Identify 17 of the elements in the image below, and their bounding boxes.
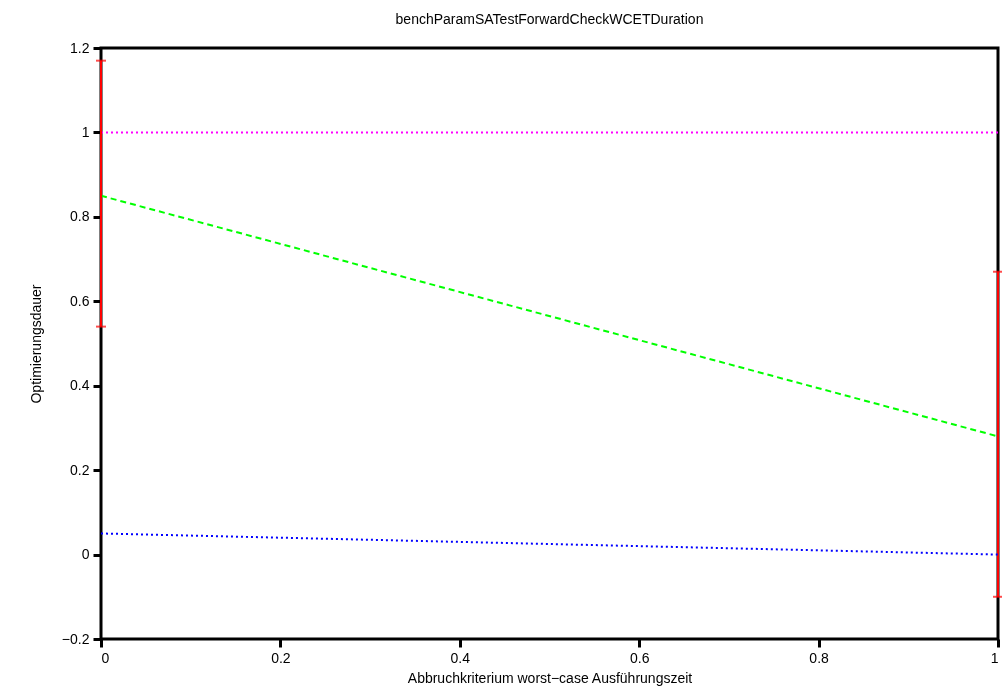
x-tick-label: 0.8 — [809, 649, 830, 666]
y-tick-label: 0.2 — [70, 461, 90, 478]
x-tick-label: 0.2 — [271, 649, 291, 666]
y-tick-label: 0.4 — [70, 377, 90, 394]
x-tick-label: 1 — [990, 649, 999, 666]
y-axis-title: Optimierungsdauer — [27, 284, 44, 404]
y-tick-label: 1 — [81, 123, 90, 140]
y-tick-label: −0.2 — [61, 630, 90, 647]
x-tick-label: 0.4 — [450, 649, 471, 666]
chart-title: benchParamSATestForwardCheckWCETDuration — [395, 11, 704, 27]
y-tick-label: 0 — [81, 546, 90, 563]
y-tick-label: 0.8 — [70, 208, 90, 225]
x-axis-title: Abbruchkriterium worst−case Ausführungszeit — [407, 669, 693, 686]
x-tick-label: 0.6 — [629, 649, 650, 666]
y-tick-label: 1.2 — [70, 39, 90, 56]
y-tick-label: 0.6 — [70, 292, 90, 309]
x-tick-label: 0 — [101, 649, 110, 666]
